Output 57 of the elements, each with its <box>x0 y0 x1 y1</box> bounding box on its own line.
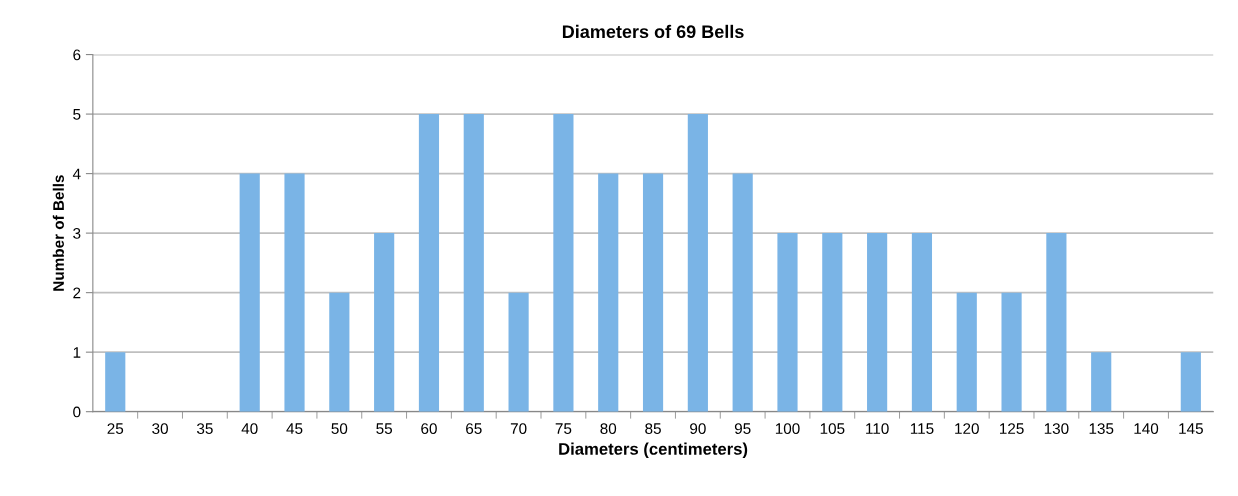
bar <box>642 173 664 412</box>
x-tick-label: 85 <box>645 423 661 435</box>
x-tick-label: 25 <box>107 423 124 435</box>
x-tick-label: 75 <box>555 423 572 435</box>
bar <box>418 114 440 412</box>
bar <box>598 173 619 412</box>
bar <box>463 114 484 412</box>
bar <box>284 173 305 412</box>
bar <box>956 292 977 412</box>
bar <box>777 233 798 412</box>
x-tick-label: 145 <box>1179 423 1203 435</box>
bar <box>239 173 260 412</box>
x-tick-label: 50 <box>331 423 348 435</box>
bar <box>105 352 126 412</box>
bar <box>732 173 753 412</box>
y-tick-label: 5 <box>73 109 81 120</box>
x-tick-label: 115 <box>910 423 934 435</box>
x-tick-label: 110 <box>866 423 889 435</box>
x-tick-label: 65 <box>466 423 482 435</box>
bar <box>374 233 395 412</box>
chart-title: Diameters of 69 Bells <box>562 24 744 39</box>
bar <box>329 292 350 412</box>
x-tick-label: 120 <box>955 423 979 435</box>
y-tick-label: 4 <box>72 168 81 180</box>
x-tick-label: 140 <box>1134 423 1159 435</box>
x-tick-label: 135 <box>1089 423 1114 435</box>
x-tick-label: 40 <box>241 423 258 435</box>
x-axis-title: Diameters (centimeters) <box>559 442 748 459</box>
x-tick-label: 60 <box>421 423 437 435</box>
bar <box>553 114 574 412</box>
bar <box>687 114 708 412</box>
x-tick-label: 35 <box>196 423 213 435</box>
bar <box>1091 352 1112 412</box>
x-tick-label: 30 <box>152 423 168 435</box>
y-tick-label: 1 <box>73 347 81 358</box>
bar <box>822 233 843 412</box>
x-tick-label: 45 <box>286 423 303 435</box>
y-tick-label: 6 <box>73 49 81 61</box>
x-tick-label: 95 <box>734 423 751 435</box>
x-tick-label: 90 <box>690 423 706 435</box>
x-tick-label: 70 <box>510 423 527 435</box>
bar <box>1046 233 1067 412</box>
x-tick-label: 105 <box>820 423 845 435</box>
x-tick-label: 55 <box>376 423 393 435</box>
y-tick-label: 0 <box>73 406 81 418</box>
y-tick-label: 2 <box>73 287 81 299</box>
x-tick-label: 130 <box>1044 423 1069 435</box>
bar <box>1180 352 1201 412</box>
bar <box>911 233 933 412</box>
x-tick-label: 100 <box>775 423 800 435</box>
y-axis-title: Number of Bells <box>52 175 64 291</box>
bar <box>508 292 529 412</box>
bar <box>867 233 888 412</box>
bar <box>1001 292 1022 412</box>
x-tick-label: 80 <box>600 423 617 435</box>
y-tick-label: 3 <box>73 227 81 239</box>
x-tick-label: 125 <box>999 423 1024 435</box>
